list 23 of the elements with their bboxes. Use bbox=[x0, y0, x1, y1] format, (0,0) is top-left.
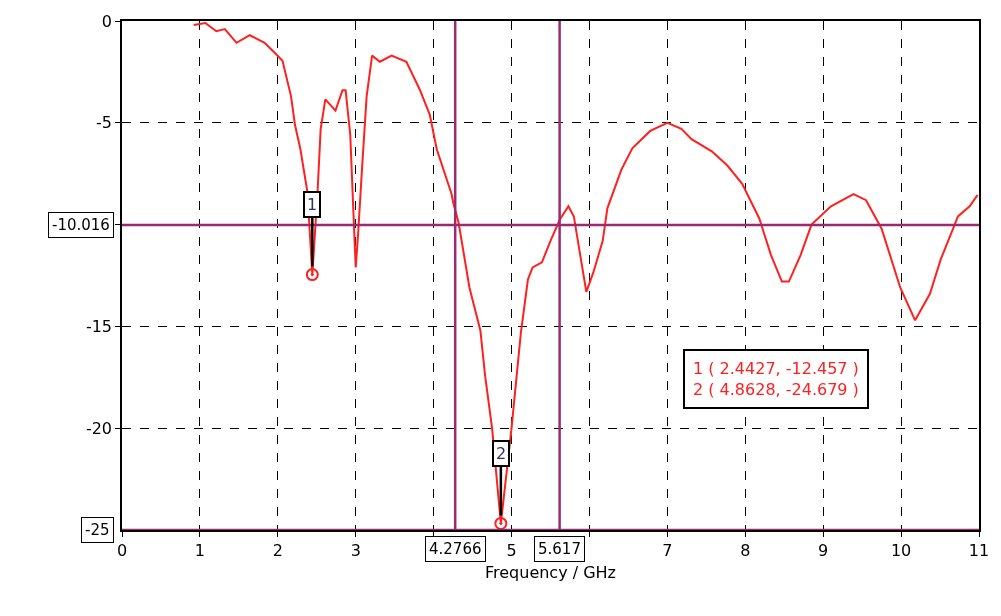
annotation: 2 ( 4.8628, -24.679 ) bbox=[693, 379, 859, 399]
x-tick-label: 2 bbox=[272, 540, 283, 560]
ref-line-label: -25 bbox=[85, 521, 110, 539]
y-tick-label: -20 bbox=[85, 418, 113, 438]
x-tick-label: 5 bbox=[506, 540, 517, 560]
x-tick-label: 3 bbox=[350, 540, 361, 560]
ref-line-label: 5.617 bbox=[538, 540, 581, 558]
x-tick-label: 9 bbox=[818, 540, 829, 560]
y-tick-label: -5 bbox=[96, 113, 113, 133]
annotation: 1 bbox=[307, 195, 318, 214]
annotation: 1 ( 2.4427, -12.457 ) bbox=[693, 359, 859, 378]
x-tick-label: 11 bbox=[968, 540, 990, 560]
annotation: 2 bbox=[496, 444, 507, 463]
x-tick-label: 0 bbox=[116, 540, 128, 560]
x-tick-label: 8 bbox=[740, 540, 751, 560]
x-tick-label: 1 bbox=[194, 540, 205, 560]
ref-line-label: 4.2766 bbox=[429, 540, 482, 558]
x-axis-title: Frequency / GHz bbox=[484, 563, 617, 583]
x-tick-label: 7 bbox=[662, 540, 673, 560]
y-tick-label: -15 bbox=[85, 317, 113, 336]
ref-line-label: -10.016 bbox=[52, 216, 110, 234]
y-tick-label: 0 bbox=[101, 11, 113, 31]
x-tick-label: 10 bbox=[890, 540, 912, 560]
